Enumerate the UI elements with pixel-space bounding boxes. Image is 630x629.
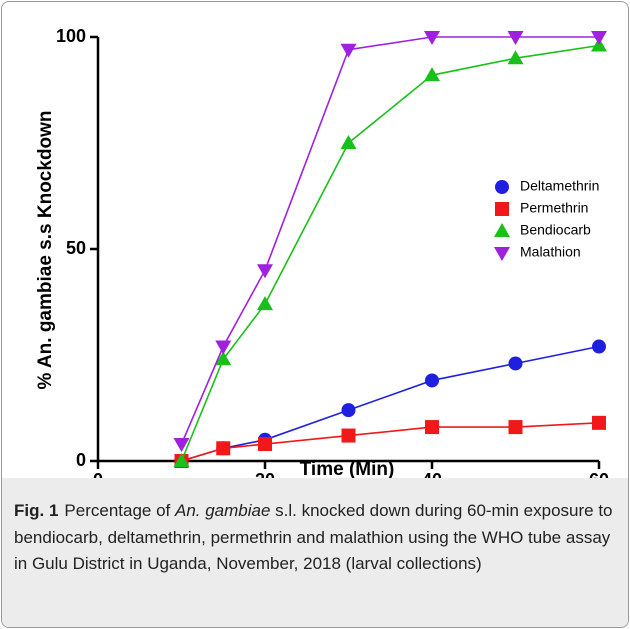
data-point [173, 453, 190, 467]
data-point [340, 135, 357, 149]
caption-text: Percentage of [64, 501, 175, 520]
x-tick-label: 20 [255, 470, 275, 478]
data-point [592, 415, 606, 430]
legend-label: Permethrin [520, 200, 588, 216]
y-tick-label: 50 [66, 238, 86, 258]
y-tick-label: 100 [56, 26, 86, 46]
data-point [508, 420, 523, 435]
caption-label: Fig. 1 [14, 501, 59, 520]
y-tick-label: 0 [76, 450, 86, 470]
chart: Time (Min) % An. gambiae s.s Knockdown 0… [35, 26, 609, 478]
series-line [181, 422, 600, 462]
caption-species: An. gambiae [174, 501, 271, 520]
x-axis-label: Time (Min) [300, 459, 395, 478]
data-point [424, 67, 440, 82]
data-point [591, 31, 607, 45]
series-line [181, 345, 600, 462]
data-point [340, 43, 357, 58]
data-point [257, 296, 273, 311]
data-point [257, 264, 273, 279]
data-point [215, 340, 232, 355]
legend-marker [494, 247, 510, 261]
data-point [341, 428, 356, 443]
data-point [507, 50, 524, 65]
data-point [341, 403, 356, 418]
data-point [592, 339, 606, 354]
legend-marker [494, 223, 510, 237]
data-point [258, 437, 272, 452]
legend-label: Deltamethrin [520, 178, 599, 194]
data-point [424, 31, 440, 45]
legend-label: Bendiocarb [520, 222, 591, 238]
y-axis-label: % An. gambiae s.s Knockdown [35, 110, 56, 389]
data-point [425, 373, 439, 388]
data-point [425, 420, 439, 435]
data-point [507, 31, 524, 45]
caption: Fig. 1 Percentage of An. gambiae s.l. kno… [2, 478, 628, 627]
data-point [216, 441, 231, 456]
series-line [180, 36, 599, 445]
x-tick-label: 60 [589, 470, 609, 478]
data-point [173, 438, 190, 453]
legend-label: Malathion [520, 244, 581, 260]
x-tick-label: 40 [422, 470, 442, 478]
legend-marker [495, 202, 509, 216]
data-point [215, 351, 232, 366]
legend-marker [495, 180, 509, 194]
caption-text: s.l. knocked down during 60-min exposure… [14, 501, 613, 573]
data-point [508, 356, 523, 371]
x-tick-label: 0 [93, 470, 103, 478]
